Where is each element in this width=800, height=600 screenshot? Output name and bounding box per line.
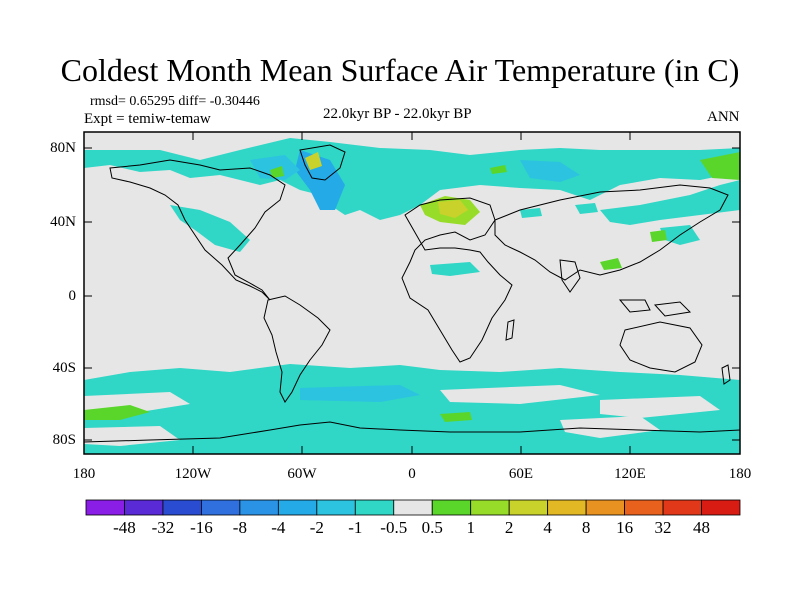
colorbar-box (354, 499, 395, 516)
colorbar-label: 32 (654, 518, 672, 537)
colorbar-box (239, 499, 279, 516)
colorbar-box (662, 499, 702, 516)
colorbar-box (393, 499, 433, 516)
chart-title: Coldest Month Mean Surface Air Temperatu… (60, 52, 740, 88)
lon-label-60e: 60E (508, 466, 534, 482)
lon-label-180e: 180 (728, 466, 752, 482)
warm-anomalies (84, 152, 740, 422)
lon-label-180w: 180 (72, 466, 96, 482)
lat-label-40n: 40N (50, 214, 76, 230)
colorbar-label: -0.5 (380, 518, 408, 537)
lon-ticks (192, 132, 631, 454)
colorbar-label: -48 (113, 518, 136, 537)
colorbar-box (201, 499, 241, 516)
colorbar-label: -16 (190, 518, 213, 537)
colorbar-label: 1 (466, 518, 475, 537)
lat-label-40s: 40S (52, 360, 76, 376)
colorbar-box (85, 499, 125, 516)
colorbar-label: 48 (693, 518, 711, 537)
season-label: ANN (707, 109, 740, 125)
colorbar (85, 499, 741, 516)
colorbar-label: -8 (232, 518, 247, 537)
colorbar-box (316, 499, 356, 516)
colorbar-box (624, 499, 664, 516)
colorbar-label: 0.5 (421, 518, 443, 537)
colorbar-box (470, 499, 510, 516)
colorbar-box (124, 499, 164, 516)
lon-label-120w: 120W (174, 466, 212, 482)
colorbar-label: -1 (348, 518, 363, 537)
colorbar-box (701, 499, 741, 516)
colorbar-label: -2 (309, 518, 324, 537)
experiment-label: Expt = temiw-temaw (84, 111, 211, 127)
lat-label-0: 0 (68, 288, 77, 304)
lat-label-80n: 80N (50, 140, 76, 156)
lon-label-60w: 60W (287, 466, 317, 482)
colorbar-label: 8 (581, 518, 591, 537)
colorbar-box (508, 499, 549, 516)
lat-label-80s: 80S (52, 432, 76, 448)
colorbar-label: -32 (151, 518, 175, 537)
colorbar-label: 16 (616, 518, 634, 537)
lat-ticks (84, 147, 740, 441)
colorbar-label: -4 (271, 518, 286, 537)
lon-label-120e: 120E (614, 466, 646, 482)
lon-label-0: 0 (408, 466, 416, 482)
colorbar-box (547, 499, 587, 516)
colorbar-label: 2 (504, 518, 514, 537)
anomaly-fields (84, 138, 740, 454)
stats-label: rmsd= 0.65295 diff= -0.30446 (90, 94, 260, 109)
colorbar-box (431, 499, 472, 516)
colorbar-label: 4 (543, 518, 552, 537)
period-label: 22.0kyr BP - 22.0kyr BP (323, 106, 472, 122)
colorbar-box (277, 499, 318, 516)
colorbar-box (585, 499, 625, 516)
colorbar-box (162, 499, 202, 516)
coastlines (83, 144, 741, 443)
